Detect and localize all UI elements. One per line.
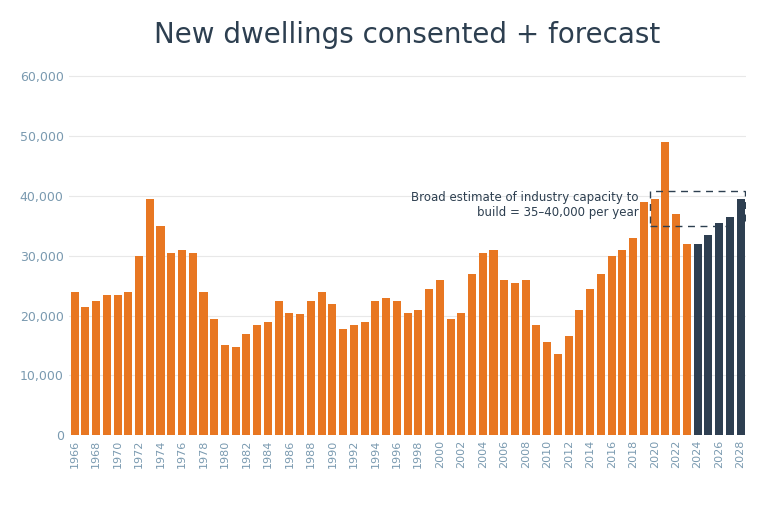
Bar (694, 244, 701, 435)
Bar (597, 273, 605, 435)
Bar (586, 288, 594, 435)
Bar (188, 253, 197, 435)
Bar (715, 222, 723, 435)
Bar (393, 301, 401, 435)
Bar (253, 324, 261, 435)
Bar (683, 244, 691, 435)
Bar (318, 292, 325, 435)
Bar (103, 295, 111, 435)
Bar (447, 319, 454, 435)
Bar (92, 301, 100, 435)
Bar (521, 279, 530, 435)
Bar (490, 250, 498, 435)
Bar (608, 255, 616, 435)
Bar (146, 199, 154, 435)
Bar (296, 314, 305, 435)
Bar (575, 310, 584, 435)
Bar (275, 301, 283, 435)
Bar (479, 253, 487, 435)
Bar (339, 329, 347, 435)
Bar (404, 313, 411, 435)
Bar (500, 279, 508, 435)
Bar (167, 253, 175, 435)
Bar (114, 295, 122, 435)
Bar (726, 217, 734, 435)
Bar (704, 235, 712, 435)
Bar (135, 255, 143, 435)
Bar (737, 199, 744, 435)
Bar (350, 324, 358, 435)
Bar (178, 250, 186, 435)
Bar (414, 310, 422, 435)
Bar (651, 199, 659, 435)
Bar (242, 333, 251, 435)
Bar (307, 301, 315, 435)
Bar (264, 321, 272, 435)
Bar (156, 226, 165, 435)
Bar (650, 191, 745, 226)
Title: New dwellings consented + forecast: New dwellings consented + forecast (155, 21, 661, 49)
Bar (458, 313, 465, 435)
Bar (532, 324, 541, 435)
Bar (382, 297, 390, 435)
Bar (661, 142, 669, 435)
Bar (618, 250, 627, 435)
Bar (328, 304, 336, 435)
Bar (361, 321, 368, 435)
Bar (221, 346, 229, 435)
Bar (436, 279, 444, 435)
Text: Broad estimate of industry capacity to
build = 35–40,000 per year: Broad estimate of industry capacity to b… (411, 191, 638, 219)
Bar (71, 292, 78, 435)
Bar (425, 288, 433, 435)
Bar (231, 347, 240, 435)
Bar (672, 213, 680, 435)
Bar (82, 306, 89, 435)
Bar (640, 202, 648, 435)
Bar (554, 355, 562, 435)
Bar (564, 337, 573, 435)
Bar (210, 319, 218, 435)
Bar (199, 292, 208, 435)
Bar (371, 301, 379, 435)
Bar (629, 237, 638, 435)
Bar (543, 342, 551, 435)
Bar (468, 273, 476, 435)
Bar (511, 282, 519, 435)
Bar (125, 292, 132, 435)
Bar (285, 313, 294, 435)
